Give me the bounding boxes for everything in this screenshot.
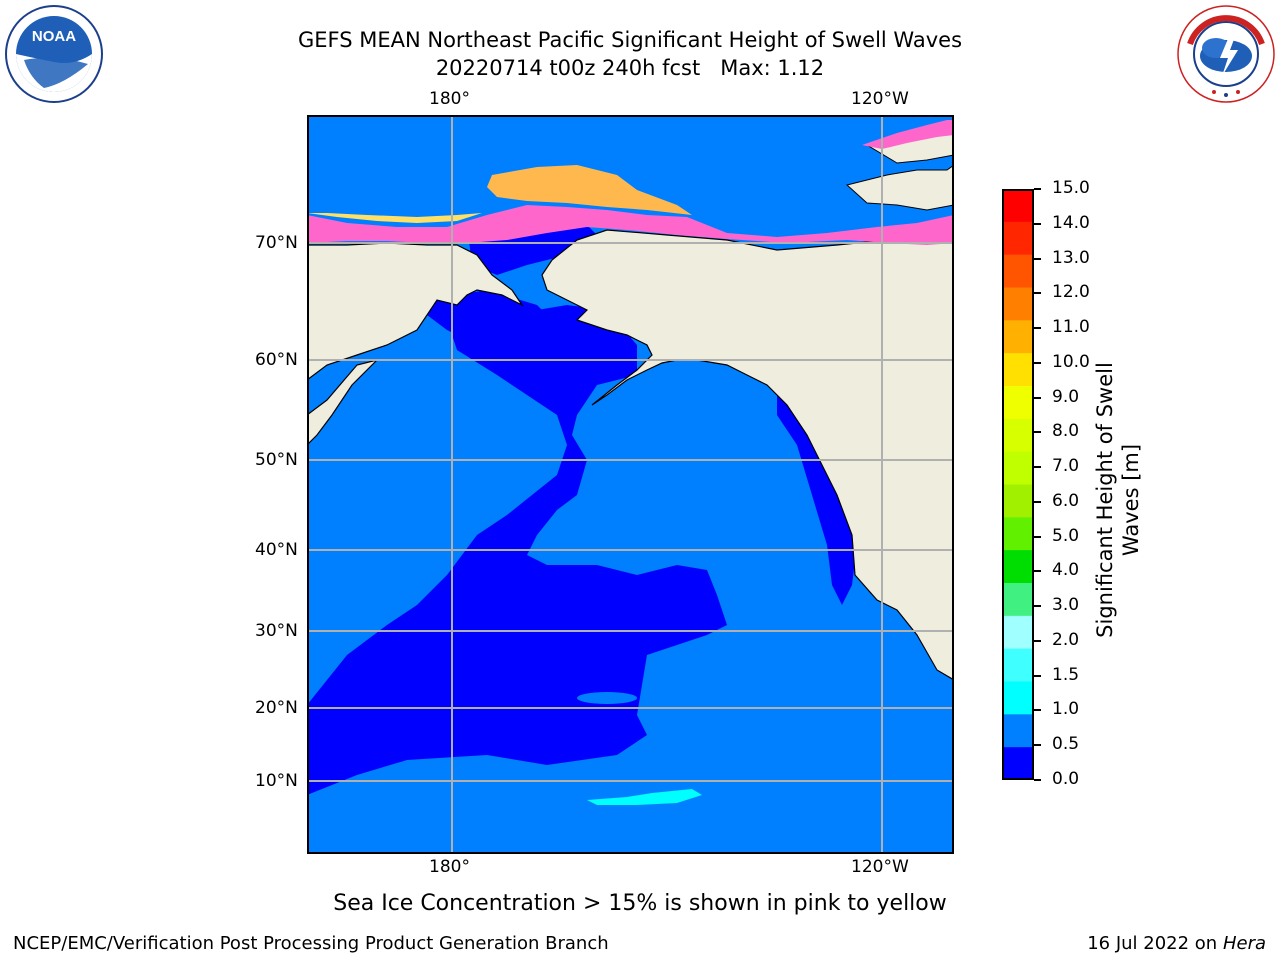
colorbar-band	[1002, 287, 1034, 321]
colorbar-tick	[1034, 257, 1041, 260]
colorbar-band	[1002, 418, 1034, 453]
sea-ice-pink	[307, 205, 954, 245]
colorbar-label: 9.0	[1052, 386, 1080, 407]
lon-label-bottom-180: 180°	[429, 857, 470, 877]
colorbar-label: 5.0	[1052, 525, 1080, 546]
colorbar-label: 15.0	[1052, 178, 1090, 198]
sea-ice-orange	[487, 165, 692, 215]
colorbar-tick	[1034, 570, 1041, 573]
colorbar-band	[1002, 615, 1034, 650]
map-title: GEFS MEAN Northeast Pacific Significant …	[297, 28, 963, 52]
colorbar-tick	[1034, 188, 1041, 190]
colorbar-tick	[1034, 639, 1041, 642]
colorbar-tick	[1034, 327, 1041, 330]
colorbar-tick	[1034, 431, 1041, 434]
colorbar-band	[1002, 747, 1034, 781]
colorbar	[1002, 189, 1034, 781]
colorbar-tick	[1034, 605, 1041, 608]
lat-label-50n: 50°N	[255, 450, 298, 470]
colorbar-tick	[1034, 361, 1041, 364]
footer-date: 16 Jul 2022 on Hera	[1087, 933, 1266, 954]
colorbar-title: Significant Height of Swell Waves [m]	[1093, 362, 1143, 638]
colorbar-band	[1002, 320, 1034, 354]
colorbar-label: 14.0	[1052, 212, 1090, 233]
lat-label-40n: 40°N	[255, 540, 298, 560]
colorbar-band	[1002, 583, 1034, 617]
map-panel	[306, 115, 955, 854]
colorbar-band	[1002, 681, 1034, 715]
footer-branch: NCEP/EMC/Verification Post Processing Pr…	[13, 933, 609, 954]
colorbar-tick	[1034, 744, 1041, 747]
nws-logo	[1176, 4, 1276, 104]
map-grid	[307, 115, 954, 854]
colorbar-bands	[1002, 189, 1034, 781]
lon-label-top-120w: 120°W	[851, 89, 909, 109]
colorbar-label: 6.0	[1052, 490, 1080, 511]
lat-label-20n: 20°N	[255, 698, 298, 718]
colorbar-band	[1002, 451, 1034, 485]
colorbar-label: 4.0	[1052, 560, 1080, 581]
colorbar-tick	[1034, 292, 1041, 295]
colorbar-tick	[1034, 779, 1041, 781]
sea-ice-caption: Sea Ice Concentration > 15% is shown in …	[333, 891, 947, 916]
colorbar-band	[1002, 714, 1034, 748]
lon-label-bottom-120w: 120°W	[851, 857, 909, 877]
colorbar-band	[1002, 484, 1034, 518]
colorbar-label: 1.0	[1052, 699, 1080, 720]
colorbar-band	[1002, 189, 1034, 223]
noaa-logo: NOAA	[4, 4, 104, 104]
lat-label-10n: 10°N	[255, 771, 298, 791]
colorbar-tick	[1034, 222, 1041, 225]
colorbar-label: 8.0	[1052, 421, 1080, 442]
lat-label-60n: 60°N	[255, 350, 298, 370]
footer-machine: Hera	[1222, 933, 1266, 954]
footer-date-text: 16 Jul 2022 on	[1087, 933, 1223, 954]
colorbar-tick	[1034, 500, 1041, 503]
colorbar-band	[1002, 550, 1034, 584]
colorbar-label: 0.0	[1052, 769, 1080, 789]
colorbar-tick	[1034, 709, 1041, 712]
lat-label-70n: 70°N	[255, 233, 298, 253]
colorbar-label: 11.0	[1052, 317, 1090, 338]
land-siberia	[306, 242, 524, 382]
colorbar-band	[1002, 353, 1034, 387]
colorbar-label: 2.0	[1052, 629, 1080, 650]
colorbar-band	[1002, 517, 1034, 551]
svg-text:NOAA: NOAA	[32, 28, 76, 45]
colorbar-tick	[1034, 466, 1041, 469]
colorbar-label: 1.5	[1052, 664, 1080, 685]
lon-label-top-180: 180°	[429, 89, 470, 109]
colorbar-label: 10.0	[1052, 351, 1090, 372]
equatorial-cyan	[587, 789, 702, 805]
colorbar-tick	[1034, 396, 1041, 399]
map-subtitle: 20220714 t00z 240h fcst Max: 1.12	[435, 56, 825, 80]
colorbar-tick	[1034, 674, 1041, 677]
colorbar-border	[1002, 189, 1034, 780]
colorbar-label: 7.0	[1052, 456, 1080, 477]
colorbar-band	[1002, 386, 1034, 420]
colorbar-label: 13.0	[1052, 247, 1090, 268]
colorbar-band	[1002, 254, 1034, 288]
lat-label-30n: 30°N	[255, 621, 298, 641]
colorbar-band	[1002, 221, 1034, 256]
colorbar-label: 12.0	[1052, 282, 1090, 303]
colorbar-label: 3.0	[1052, 595, 1080, 616]
colorbar-label: 0.5	[1052, 734, 1080, 755]
swell-map	[306, 115, 955, 854]
colorbar-tick	[1034, 535, 1041, 538]
colorbar-band	[1002, 648, 1034, 682]
